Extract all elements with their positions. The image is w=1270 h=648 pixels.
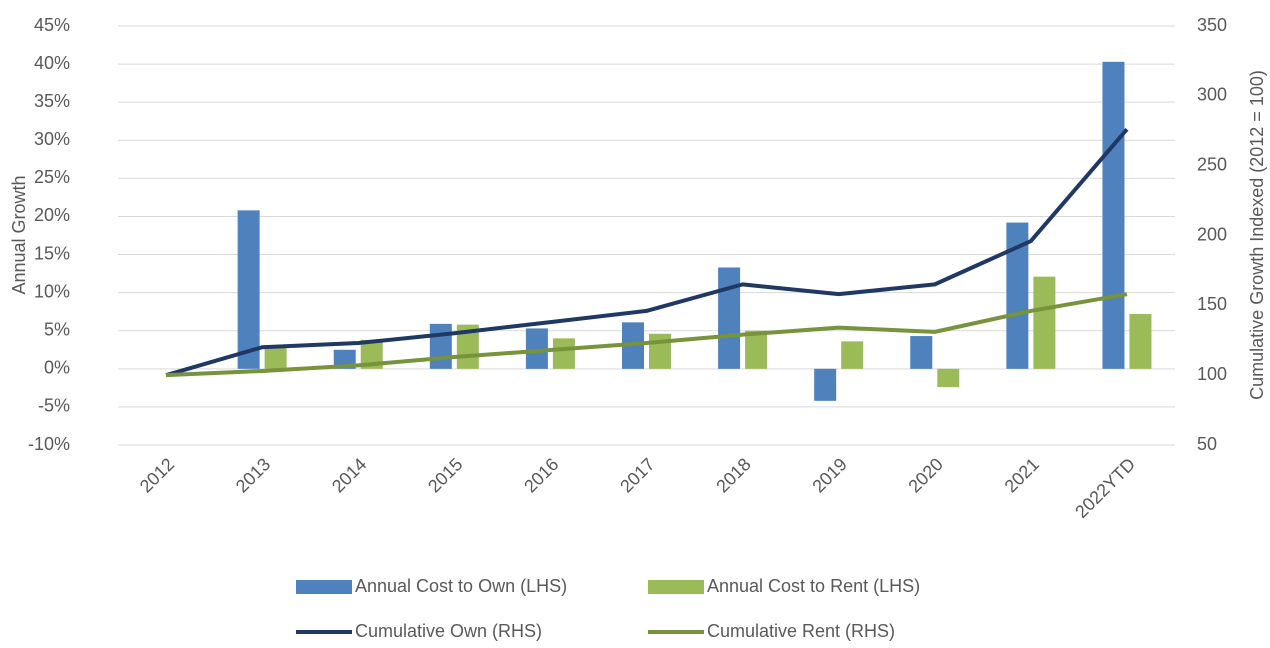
line bbox=[165, 292, 1128, 378]
bar bbox=[525, 328, 548, 369]
y-tick-label: 0% bbox=[44, 358, 70, 378]
bar bbox=[745, 330, 768, 369]
y2-axis-title: Cumulative Growth Indexed (2012 = 100) bbox=[1247, 70, 1267, 400]
x-tick-label: 2016 bbox=[520, 454, 562, 496]
y2-tick-label: 50 bbox=[1197, 434, 1217, 454]
y-tick-label: 10% bbox=[34, 281, 70, 301]
bar bbox=[841, 341, 864, 369]
bar bbox=[429, 323, 452, 369]
x-tick-label: 2013 bbox=[232, 454, 274, 496]
x-tick-label: 2019 bbox=[808, 454, 850, 496]
x-tick-label: 2012 bbox=[136, 454, 178, 496]
x-tick-label: 2015 bbox=[424, 454, 466, 496]
bar bbox=[718, 267, 741, 369]
bar bbox=[1006, 222, 1029, 369]
y-tick-label: 40% bbox=[34, 53, 70, 73]
y2-tick-label: 200 bbox=[1197, 224, 1227, 244]
y-tick-label: -5% bbox=[38, 396, 70, 416]
bar bbox=[360, 339, 383, 369]
legend-label: Cumulative Rent (RHS) bbox=[707, 621, 895, 641]
bar bbox=[1033, 276, 1056, 369]
y-tick-label: 25% bbox=[34, 167, 70, 187]
legend-swatch bbox=[648, 580, 704, 594]
bar bbox=[910, 336, 933, 369]
bar bbox=[1129, 313, 1152, 369]
x-tick-label: 2021 bbox=[1001, 454, 1043, 496]
y2-tick-label: 100 bbox=[1197, 364, 1227, 384]
x-tick-label: 2017 bbox=[616, 454, 658, 496]
x-tick-label: 2020 bbox=[905, 454, 947, 496]
y2-tick-label: 350 bbox=[1197, 15, 1227, 35]
y-tick-label: 5% bbox=[44, 319, 70, 339]
bar bbox=[649, 333, 671, 369]
x-tick-label: 2018 bbox=[712, 454, 754, 496]
line bbox=[165, 128, 1129, 378]
legend-swatch bbox=[296, 580, 352, 594]
y-tick-label: -10% bbox=[28, 434, 70, 454]
y2-tick-label: 300 bbox=[1197, 85, 1227, 105]
y-tick-label: 30% bbox=[34, 129, 70, 149]
y-tick-label: 45% bbox=[34, 15, 70, 35]
y-axis-title: Annual Growth bbox=[9, 175, 29, 294]
y2-tick-label: 150 bbox=[1197, 294, 1227, 314]
bar bbox=[1102, 61, 1125, 369]
y-tick-label: 35% bbox=[34, 91, 70, 111]
bar bbox=[814, 368, 837, 401]
bar bbox=[552, 338, 575, 369]
x-tick-label: 2014 bbox=[328, 454, 370, 496]
legend-label: Annual Cost to Rent (LHS) bbox=[707, 576, 920, 596]
legend-label: Annual Cost to Own (LHS) bbox=[355, 576, 567, 596]
y-tick-label: 15% bbox=[34, 243, 70, 263]
y-tick-label: 20% bbox=[34, 205, 70, 225]
x-tick-label: 2022YTD bbox=[1071, 454, 1139, 522]
bar bbox=[264, 345, 287, 369]
legend-label: Cumulative Own (RHS) bbox=[355, 621, 542, 641]
y2-tick-label: 250 bbox=[1197, 154, 1227, 174]
bar bbox=[237, 210, 260, 369]
bar bbox=[937, 368, 960, 388]
